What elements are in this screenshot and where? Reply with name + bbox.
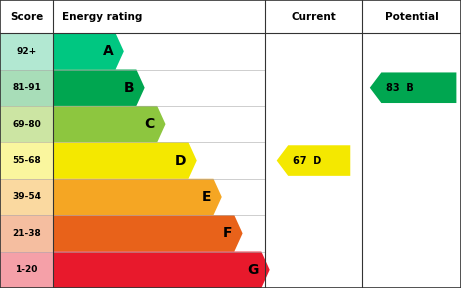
Bar	[0, 142, 53, 179]
Text: 39-54: 39-54	[12, 192, 41, 202]
Text: D: D	[175, 154, 186, 168]
Text: 81-91: 81-91	[12, 83, 41, 92]
Polygon shape	[53, 69, 145, 106]
Text: G: G	[248, 263, 259, 277]
Text: Potential: Potential	[384, 12, 438, 22]
Polygon shape	[53, 215, 242, 252]
Text: 92+: 92+	[17, 47, 36, 56]
Text: A: A	[102, 44, 113, 58]
Text: B: B	[124, 81, 134, 95]
Bar	[0, 33, 53, 69]
Text: Energy rating: Energy rating	[62, 12, 142, 22]
Bar	[0, 215, 53, 252]
Bar	[0, 179, 53, 215]
Text: F: F	[223, 226, 232, 240]
Polygon shape	[53, 33, 124, 69]
Polygon shape	[53, 142, 197, 179]
Text: C: C	[145, 117, 155, 131]
Text: 67  D: 67 D	[293, 156, 321, 166]
Text: 1-20: 1-20	[15, 265, 38, 274]
Polygon shape	[53, 179, 222, 215]
Text: 21-38: 21-38	[12, 229, 41, 238]
Polygon shape	[370, 73, 456, 103]
Text: Score: Score	[10, 12, 43, 22]
Text: 55-68: 55-68	[12, 156, 41, 165]
Text: E: E	[201, 190, 211, 204]
Bar	[0, 69, 53, 106]
Bar	[0, 106, 53, 142]
Bar	[0, 252, 53, 288]
Polygon shape	[277, 145, 350, 176]
Polygon shape	[53, 106, 165, 142]
Polygon shape	[53, 252, 270, 288]
Text: 83  B: 83 B	[386, 83, 414, 93]
Text: 69-80: 69-80	[12, 120, 41, 129]
Text: Current: Current	[291, 12, 336, 22]
